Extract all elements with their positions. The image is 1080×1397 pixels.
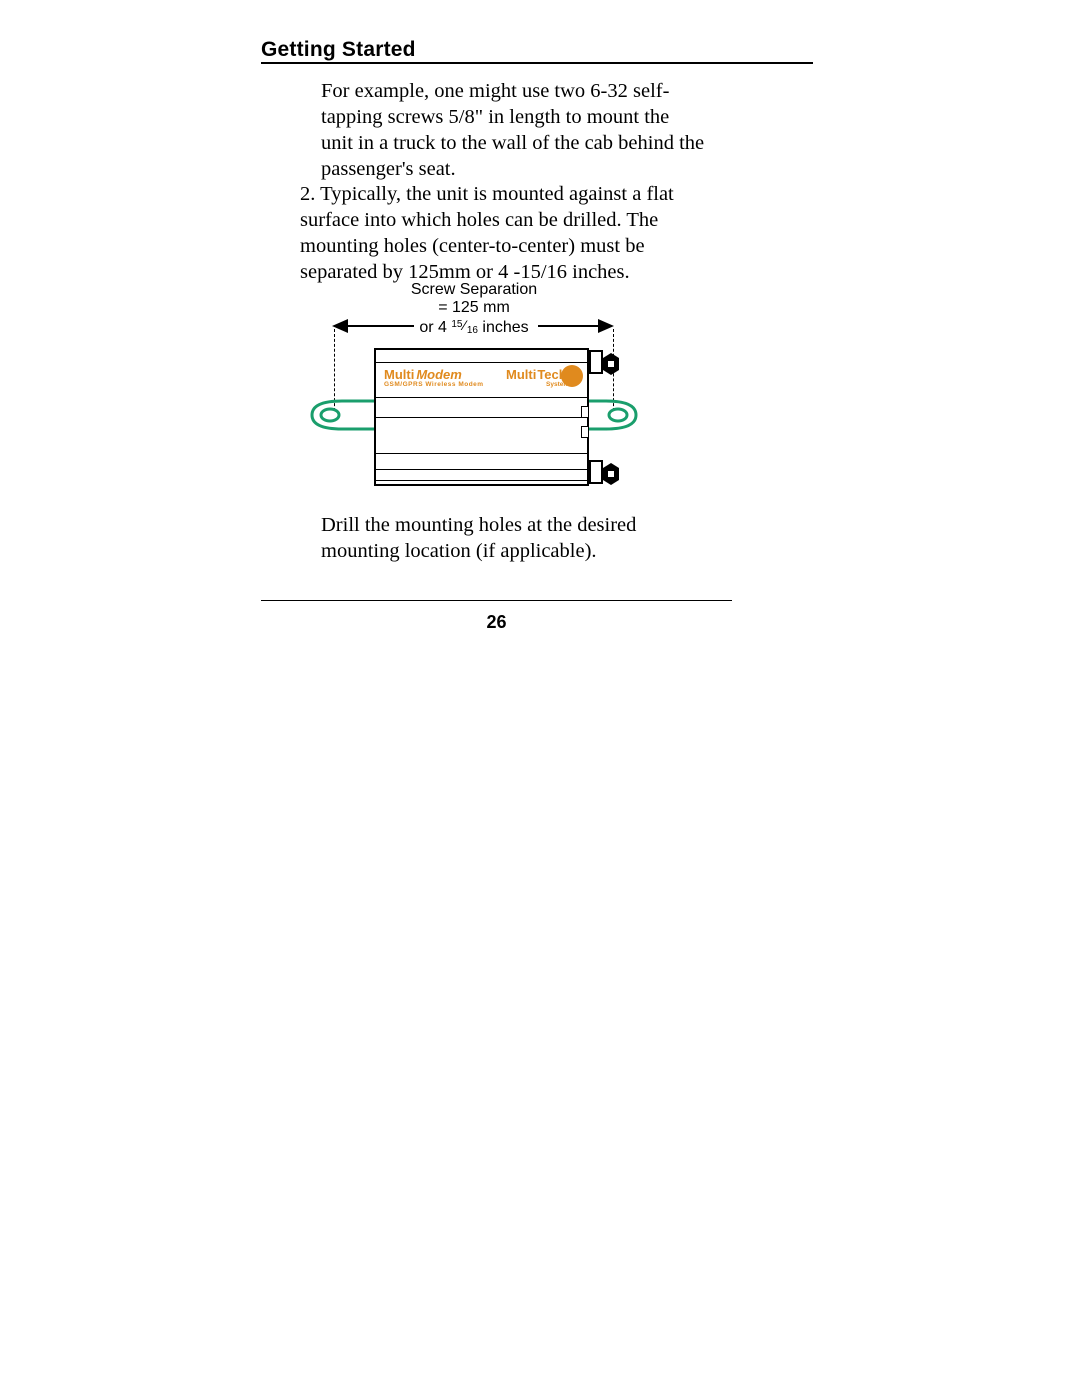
diagram-fraction-num: 15 — [451, 319, 462, 330]
arrow-line-right — [538, 325, 600, 327]
diagram-fraction: 15⁄16 — [451, 318, 478, 333]
document-page: Getting Started For example, one might u… — [0, 0, 1080, 1397]
arrow-line-left — [346, 325, 414, 327]
diagram-label-line2: = 125 mm — [438, 299, 510, 316]
page-number: 26 — [261, 612, 732, 633]
paragraph-drill: Drill the mounting holes at the desired … — [321, 512, 705, 564]
brand-multi-right: MultiTech — [506, 367, 567, 382]
diagram-label-line3-prefix: or 4 — [419, 319, 451, 336]
brand-sub-left: GSM/GPRS Wireless Modem — [384, 381, 484, 388]
brand-sub-right: Systems — [546, 381, 573, 388]
modem-device-icon: MultiModem GSM/GPRS Wireless Modem Multi… — [374, 348, 589, 486]
footer-rule — [261, 600, 732, 601]
mounting-bracket-left-icon — [308, 397, 378, 433]
rf-connector-top-icon — [589, 350, 603, 374]
diagram-fraction-den: 16 — [467, 325, 478, 336]
screw-separation-diagram: Screw Separation = 125 mm or 4 15⁄16 inc… — [314, 281, 634, 496]
diagram-label: Screw Separation = 125 mm or 4 15⁄16 inc… — [314, 281, 634, 337]
rf-connector-bottom-icon — [589, 460, 603, 484]
paragraph-example: For example, one might use two 6-32 self… — [321, 78, 705, 182]
header-rule — [261, 62, 813, 64]
diagram-label-line1: Screw Separation — [411, 281, 537, 298]
diagram-label-line3-suffix: inches — [478, 319, 529, 336]
paragraph-step-2: 2. Typically, the unit is mounted agains… — [300, 181, 704, 285]
brand-multi-left: MultiModem — [384, 367, 462, 382]
arrow-right-icon — [598, 319, 614, 333]
page-header-title: Getting Started — [261, 38, 416, 62]
